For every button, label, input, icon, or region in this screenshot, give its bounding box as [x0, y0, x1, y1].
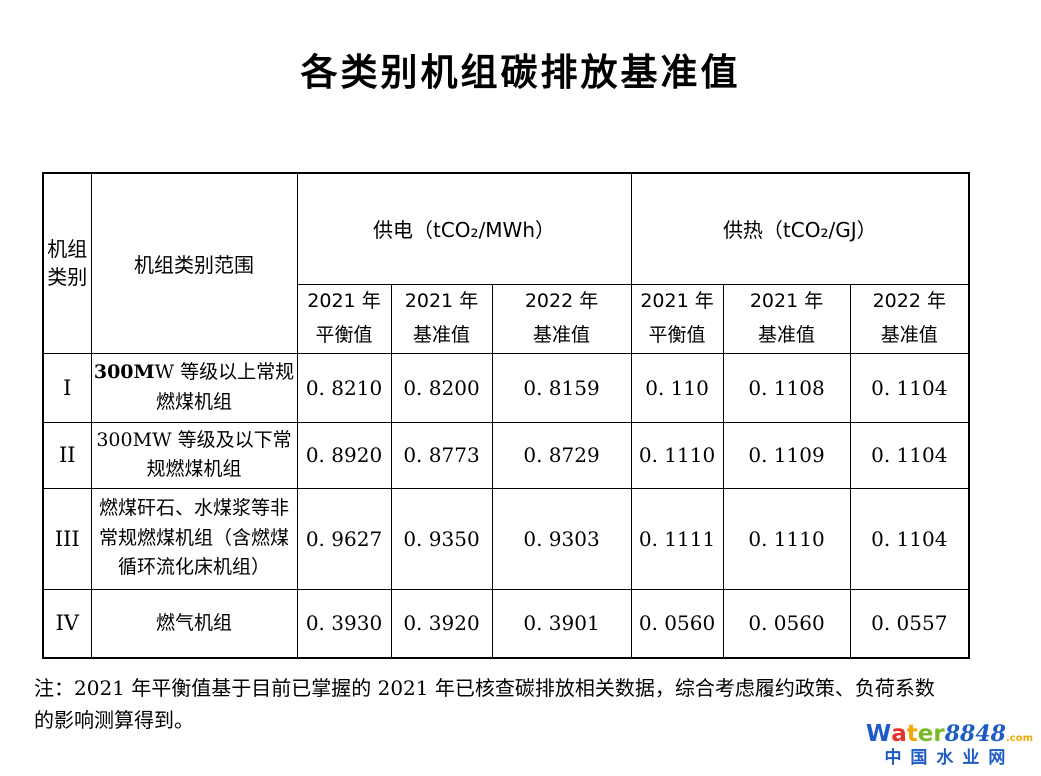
value-cell: 0. 1104	[849, 487, 970, 590]
value-cell: 0. 9350	[390, 487, 493, 590]
logo-letter: t	[906, 721, 918, 748]
logo-letter: r	[933, 721, 945, 748]
value-cell: 0. 3930	[296, 588, 392, 659]
category-cell: II	[42, 421, 92, 489]
category-cell: III	[42, 487, 92, 590]
category-cell: IV	[42, 588, 92, 659]
table-note: 注：2021 年平衡值基于目前已掌握的 2021 年已核查碳排放相关数据，综合考…	[34, 676, 935, 732]
value-cell: 0. 3901	[491, 588, 632, 659]
scope-header-cell: 机组类别范围	[90, 172, 298, 354]
value-cell: 0. 0557	[849, 588, 970, 659]
group-header-heat-supply: 供热（tCO₂/GJ）	[630, 172, 970, 285]
value-cell: 0. 1104	[849, 421, 970, 489]
corner-header-cell: 机组 类别	[42, 172, 92, 354]
value-cell: 0. 1104	[849, 352, 970, 423]
value-cell: 0. 9303	[491, 487, 632, 590]
value-cell: 0. 8159	[491, 352, 632, 423]
value-cell: 0. 8920	[296, 421, 392, 489]
subheader-power-2021-baseline: 2021 年 基准值	[390, 283, 493, 354]
table-subheader-row: 2021 年 平衡值 2021 年 基准值 2022 年 基准值 2021 年 …	[43, 283, 970, 354]
water8848-logo: Water8848.com	[865, 721, 1033, 748]
category-cell: I	[42, 352, 92, 423]
subheader-power-2022-baseline: 2022 年 基准值	[491, 283, 632, 354]
page-title: 各类别机组碳排放基准值	[300, 51, 741, 94]
value-cell: 0. 3920	[390, 588, 493, 659]
value-cell: 0. 1110	[722, 487, 851, 590]
logo-letter: e	[917, 721, 934, 748]
value-cell: 0. 8729	[491, 421, 632, 489]
watermark-subtitle: 中国水业网	[884, 748, 1015, 769]
scope-bold-text: 300M	[93, 361, 155, 384]
scope-text: W 等级以上常规燃煤机组	[154, 361, 295, 413]
subheader-heat-2021-balance: 2021 年 平衡值	[630, 283, 724, 354]
value-cell: 0. 1109	[722, 421, 851, 489]
value-cell: 0. 1111	[630, 487, 724, 590]
value-cell: 0. 8210	[296, 352, 392, 423]
value-cell: 0. 0560	[722, 588, 851, 659]
logo-letter: W	[865, 721, 892, 748]
table-row-category-1: I 300MW 等级以上常规燃煤机组 0. 8210 0. 8200 0. 81…	[42, 352, 970, 423]
value-cell: 0. 8773	[390, 421, 493, 489]
scope-cell: 300MW 等级及以下常规燃煤机组	[90, 421, 298, 489]
group-header-power-supply: 供电（tCO₂/MWh）	[296, 172, 632, 285]
value-cell: 0. 1110	[630, 421, 724, 489]
logo-tld: .com	[1005, 733, 1033, 745]
subheader-heat-2022-baseline: 2022 年 基准值	[849, 283, 970, 354]
value-cell: 0. 8200	[390, 352, 493, 423]
baseline-table: 机组 类别 机组类别范围 供电（tCO₂/MWh） 供热（tCO₂/GJ） 20…	[42, 172, 971, 659]
value-cell: 0. 0560	[630, 588, 724, 659]
logo-number: 8848	[944, 721, 1006, 748]
value-cell: 0. 1108	[722, 352, 851, 423]
scope-cell: 燃气机组	[90, 588, 298, 659]
table-header-group-row: 机组 类别 机组类别范围 供电（tCO₂/MWh） 供热（tCO₂/GJ）	[42, 172, 970, 354]
scope-cell: 300MW 等级以上常规燃煤机组	[90, 352, 298, 423]
subheader-heat-2021-baseline: 2021 年 基准值	[722, 283, 851, 354]
table-row-category-4: IV 燃气机组 0. 3930 0. 3920 0. 3901 0. 0560 …	[42, 588, 970, 659]
value-cell: 0. 9627	[296, 487, 392, 590]
table-row-category-3: III 燃煤矸石、水煤浆等非常规燃煤机组（含燃煤循环流化床机组） 0. 9627…	[42, 487, 970, 590]
scope-cell: 燃煤矸石、水煤浆等非常规燃煤机组（含燃煤循环流化床机组）	[90, 487, 298, 590]
logo-letter: a	[891, 721, 907, 748]
watermark: Water8848.com 中国水业网	[865, 721, 1033, 769]
subheader-power-2021-balance: 2021 年 平衡值	[296, 283, 392, 354]
table-row-category-2: II 300MW 等级及以下常规燃煤机组 0. 8920 0. 8773 0. …	[42, 421, 970, 489]
value-cell: 0. 110	[630, 352, 724, 423]
